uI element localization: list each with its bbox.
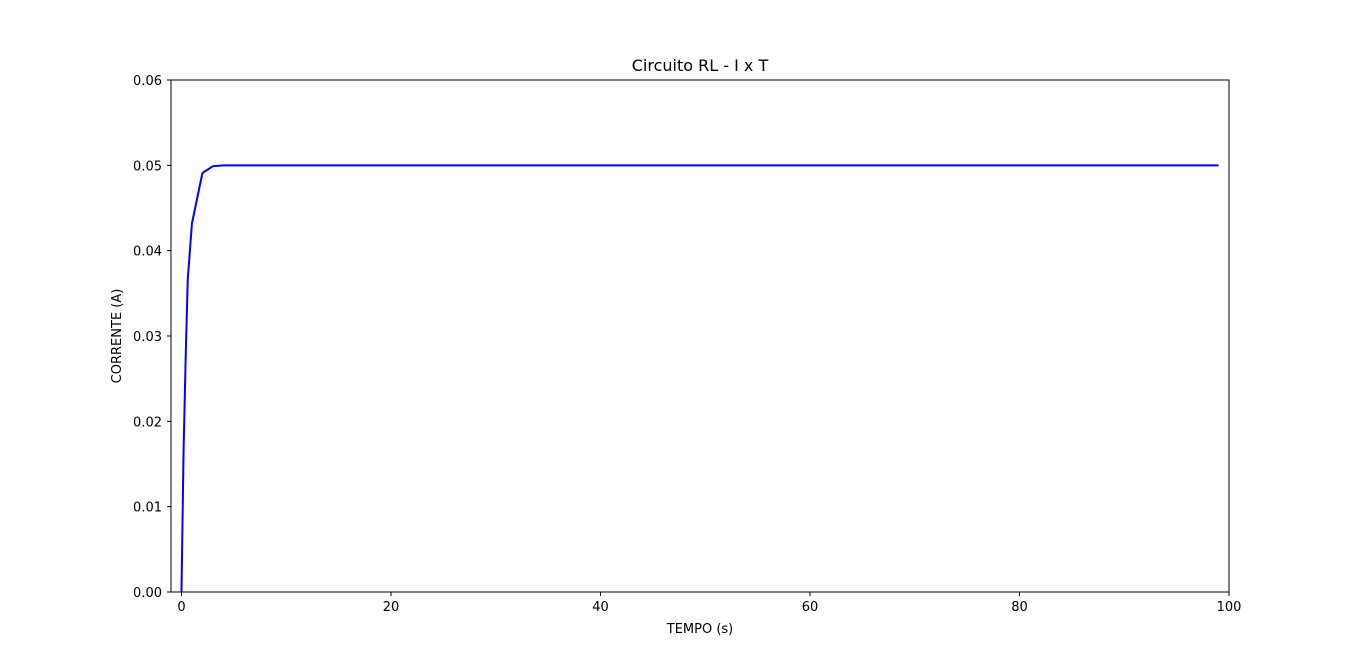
series-line (180, 164, 1219, 593)
y-tick-label: 0.02 (133, 415, 162, 430)
plot-layer (180, 164, 1219, 593)
y-tick-label: 0.06 (133, 74, 162, 89)
y-axis: 0.00 0.01 0.02 0.03 0.04 0.05 0.06 (133, 74, 171, 601)
chart-title: Circuito RL - I x T (632, 56, 769, 75)
y-tick-label: 0.01 (133, 501, 162, 516)
x-tick-label: 100 (1217, 600, 1242, 615)
x-tick-label: 80 (1011, 600, 1028, 615)
y-tick-label: 0.05 (133, 159, 162, 174)
x-axis: 0 20 40 60 80 100 (177, 592, 1241, 615)
x-tick-label: 0 (177, 600, 185, 615)
x-axis-label: TEMPO (s) (666, 622, 734, 637)
x-tick-label: 60 (802, 600, 819, 615)
y-tick-label: 0.04 (133, 245, 162, 260)
y-tick-label: 0.03 (133, 330, 162, 345)
y-axis-label: CORRENTE (A) (110, 289, 125, 384)
y-tick-label: 0.00 (133, 586, 162, 601)
x-tick-label: 20 (383, 600, 400, 615)
x-tick-label: 40 (592, 600, 609, 615)
